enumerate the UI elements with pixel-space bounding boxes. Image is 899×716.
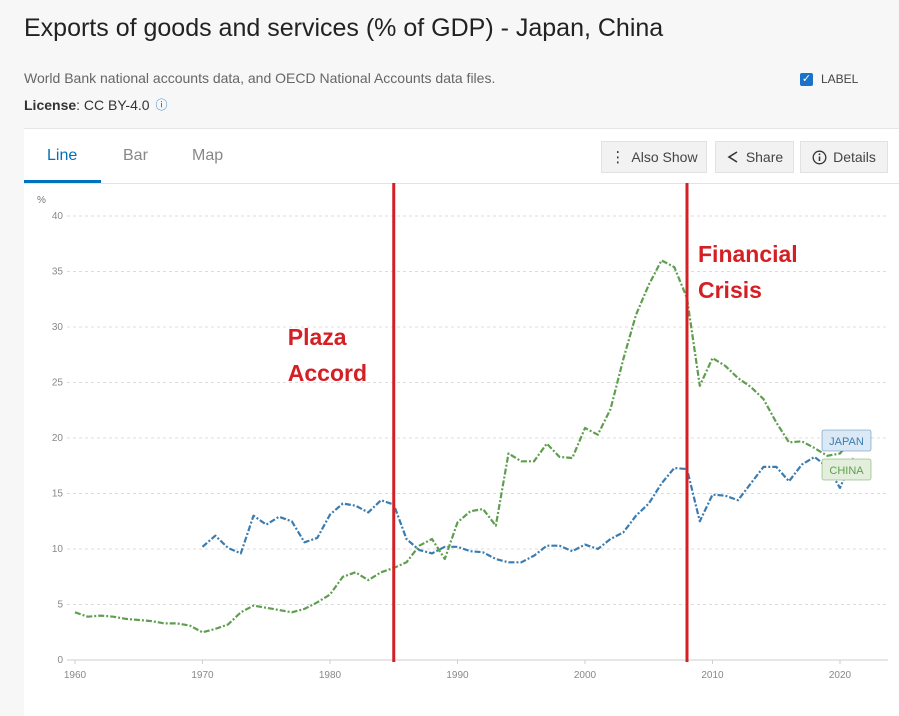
axis-ticks: 0 5 10 15 20 25 30 35 40 1960 1970 1980 1990 2000 2010… <box>52 211 852 681</box>
details-button[interactable]: Details <box>800 141 888 173</box>
details-label: Details <box>833 149 876 165</box>
series-tag-box <box>821 429 872 452</box>
label-toggle[interactable]: ✓ LABEL <box>800 72 858 86</box>
annotation-label: Plaza <box>288 324 347 350</box>
info-icon[interactable]: ⓘ <box>155 98 168 112</box>
share-icon <box>727 151 738 163</box>
y-tick-label: 30 <box>52 322 64 333</box>
tab-map[interactable]: Map <box>192 147 224 164</box>
info-circle-icon <box>812 150 827 164</box>
share-label: Share <box>745 149 784 165</box>
also-show-button[interactable]: ⋮ Also Show <box>601 141 707 173</box>
chart-panel: Line Bar Map ⋮ Also Show Share Details <box>24 128 899 716</box>
data-source: World Bank national accounts data, and O… <box>24 70 496 86</box>
y-tick-label: 5 <box>57 600 63 611</box>
label-toggle-text: LABEL <box>821 72 859 86</box>
page-title: Exports of goods and services (% of GDP)… <box>24 14 664 42</box>
license-value: : CC BY-4.0 <box>76 97 150 113</box>
annotation-label: Accord <box>288 360 367 386</box>
grid-lines <box>67 215 888 661</box>
x-tick-label: 1970 <box>191 670 214 681</box>
x-tick-label: 2020 <box>829 670 852 681</box>
chart-type-tabs: Line Bar Map ⋮ Also Show Share Details <box>24 129 899 184</box>
annotation-label: Financial <box>698 241 798 267</box>
series-tag-label: JAPAN <box>829 436 864 448</box>
x-tick-label: 2000 <box>574 670 597 681</box>
y-tick-label: 10 <box>52 544 64 555</box>
y-tick-label: 35 <box>52 267 64 278</box>
y-tick-label: 25 <box>52 378 64 389</box>
checkbox-checked-icon[interactable]: ✓ <box>800 72 813 86</box>
series-lines <box>74 259 854 634</box>
y-tick-label: 0 <box>57 655 63 666</box>
tab-bar[interactable]: Bar <box>123 147 148 164</box>
annotations: Plaza Accord Financial Crisis <box>288 183 798 662</box>
series-tag-box <box>821 458 872 481</box>
more-vertical-icon: ⋮ <box>610 149 626 166</box>
active-tab-indicator <box>24 180 101 183</box>
annotation-label: Crisis <box>698 277 762 303</box>
x-tick-label: 2010 <box>701 670 724 681</box>
series-line-china[interactable] <box>74 259 854 634</box>
license-label: License <box>24 97 77 113</box>
x-tick-label: 1980 <box>319 670 342 681</box>
series-tag-label: CHINA <box>829 465 864 477</box>
y-tick-label: 40 <box>52 211 64 222</box>
tab-line[interactable]: Line <box>47 147 78 164</box>
x-tick-label: 1960 <box>64 670 87 681</box>
series-line-japan[interactable] <box>201 455 854 564</box>
share-button[interactable]: Share <box>715 141 794 173</box>
series-end-labels: JAPAN CHINA <box>821 429 872 481</box>
x-tick-label: 1990 <box>446 670 469 681</box>
y-axis-unit-label: % <box>37 195 46 206</box>
license-line: License: CC BY-4.0 ⓘ <box>24 96 168 113</box>
y-tick-label: 20 <box>52 433 64 444</box>
y-tick-label: 15 <box>52 489 64 500</box>
also-show-label: Also Show <box>631 149 698 165</box>
